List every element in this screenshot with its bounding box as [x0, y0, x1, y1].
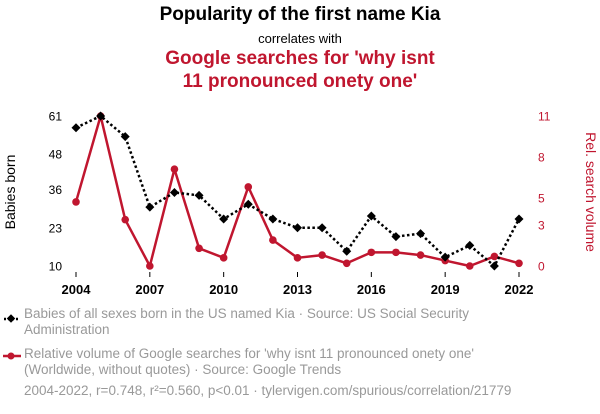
x-tick-label: 2013 [283, 282, 312, 297]
y-right-tick-label: 8 [538, 150, 545, 164]
series-babies-point [219, 214, 229, 224]
series-babies-point [194, 190, 204, 200]
chart-footer: 2004-2022, r=0.748, r²=0.560, p<0.01 · t… [24, 383, 512, 398]
y-right-tick-label: 5 [538, 191, 545, 205]
series-babies-line [75, 114, 521, 268]
y-left-tick-label: 10 [49, 260, 63, 274]
series-searches-point [269, 236, 277, 244]
series-babies-point [268, 214, 278, 224]
x-tick-label: 2010 [209, 282, 238, 297]
series-babies-point [243, 199, 253, 209]
series-searches-point [170, 165, 179, 173]
y-left-axis-title: Babies born [2, 155, 18, 230]
y-left-tick-label: 23 [49, 221, 63, 235]
series-babies-point [145, 202, 155, 212]
legend-marker-searches [3, 352, 21, 360]
series-babies-point [120, 132, 130, 142]
x-tick-label: 2016 [357, 282, 386, 297]
series-babies-point [96, 111, 106, 121]
y-left-tick-label: 48 [49, 148, 63, 162]
series-searches-line [74, 114, 520, 268]
series-babies-point [440, 252, 450, 262]
y-right-axis-title: Rel. search volume [583, 132, 599, 252]
chart-subtitle: correlates with [258, 31, 342, 46]
y-left-tick-label: 36 [49, 183, 63, 197]
series-searches-point [195, 244, 203, 253]
series-searches-point [244, 183, 253, 191]
series-searches-point [318, 251, 326, 259]
chart-title-secondary-line1: Google searches for 'why isnt [165, 48, 435, 69]
y-right-tick-label: 3 [538, 219, 545, 233]
series-babies-point [169, 187, 179, 197]
series-babies-point [366, 211, 376, 221]
legend-marker-babies [4, 314, 20, 323]
series-searches-point [416, 251, 425, 259]
series-searches-point [293, 254, 302, 262]
series-babies-point [416, 229, 426, 239]
series-babies-point [71, 123, 81, 133]
series-searches-point [219, 254, 228, 262]
series-searches-point [515, 259, 523, 268]
series-searches-point [392, 248, 400, 257]
chart-title: Popularity of the first name Kia [159, 4, 441, 25]
y-right-tick-label: 11 [538, 110, 551, 124]
chart-title-secondary: Google searches for 'why isnt 11 pronoun… [0, 47, 600, 93]
series-babies-point [465, 240, 475, 250]
series-babies-point [293, 223, 302, 233]
series-searches-point [367, 248, 376, 257]
x-tick-label: 2007 [135, 282, 164, 297]
series-babies-point [317, 223, 327, 233]
y-right-tick-label: 0 [538, 260, 545, 274]
series-searches-point [465, 262, 474, 270]
series-searches-point [342, 259, 351, 268]
legend-text-babies: Babies of all sexes born in the US named… [24, 306, 469, 337]
legend-text-searches: Relative volume of Google searches for '… [24, 346, 474, 377]
series-babies-point [342, 246, 352, 256]
chart-title-secondary-line2: 11 pronounced onety one' [182, 71, 418, 92]
series-searches-point [146, 262, 154, 270]
series-babies-point [391, 232, 401, 242]
y-left-tick-label: 61 [49, 110, 63, 124]
x-tick-label: 2019 [431, 282, 460, 297]
series-searches-point [72, 198, 80, 206]
series-searches-point [121, 215, 130, 224]
series-babies-point [489, 261, 499, 271]
series-babies-point [514, 214, 524, 224]
x-tick-label: 2004 [62, 282, 92, 297]
x-tick-label: 2022 [505, 282, 534, 297]
series-searches-point [490, 252, 499, 261]
